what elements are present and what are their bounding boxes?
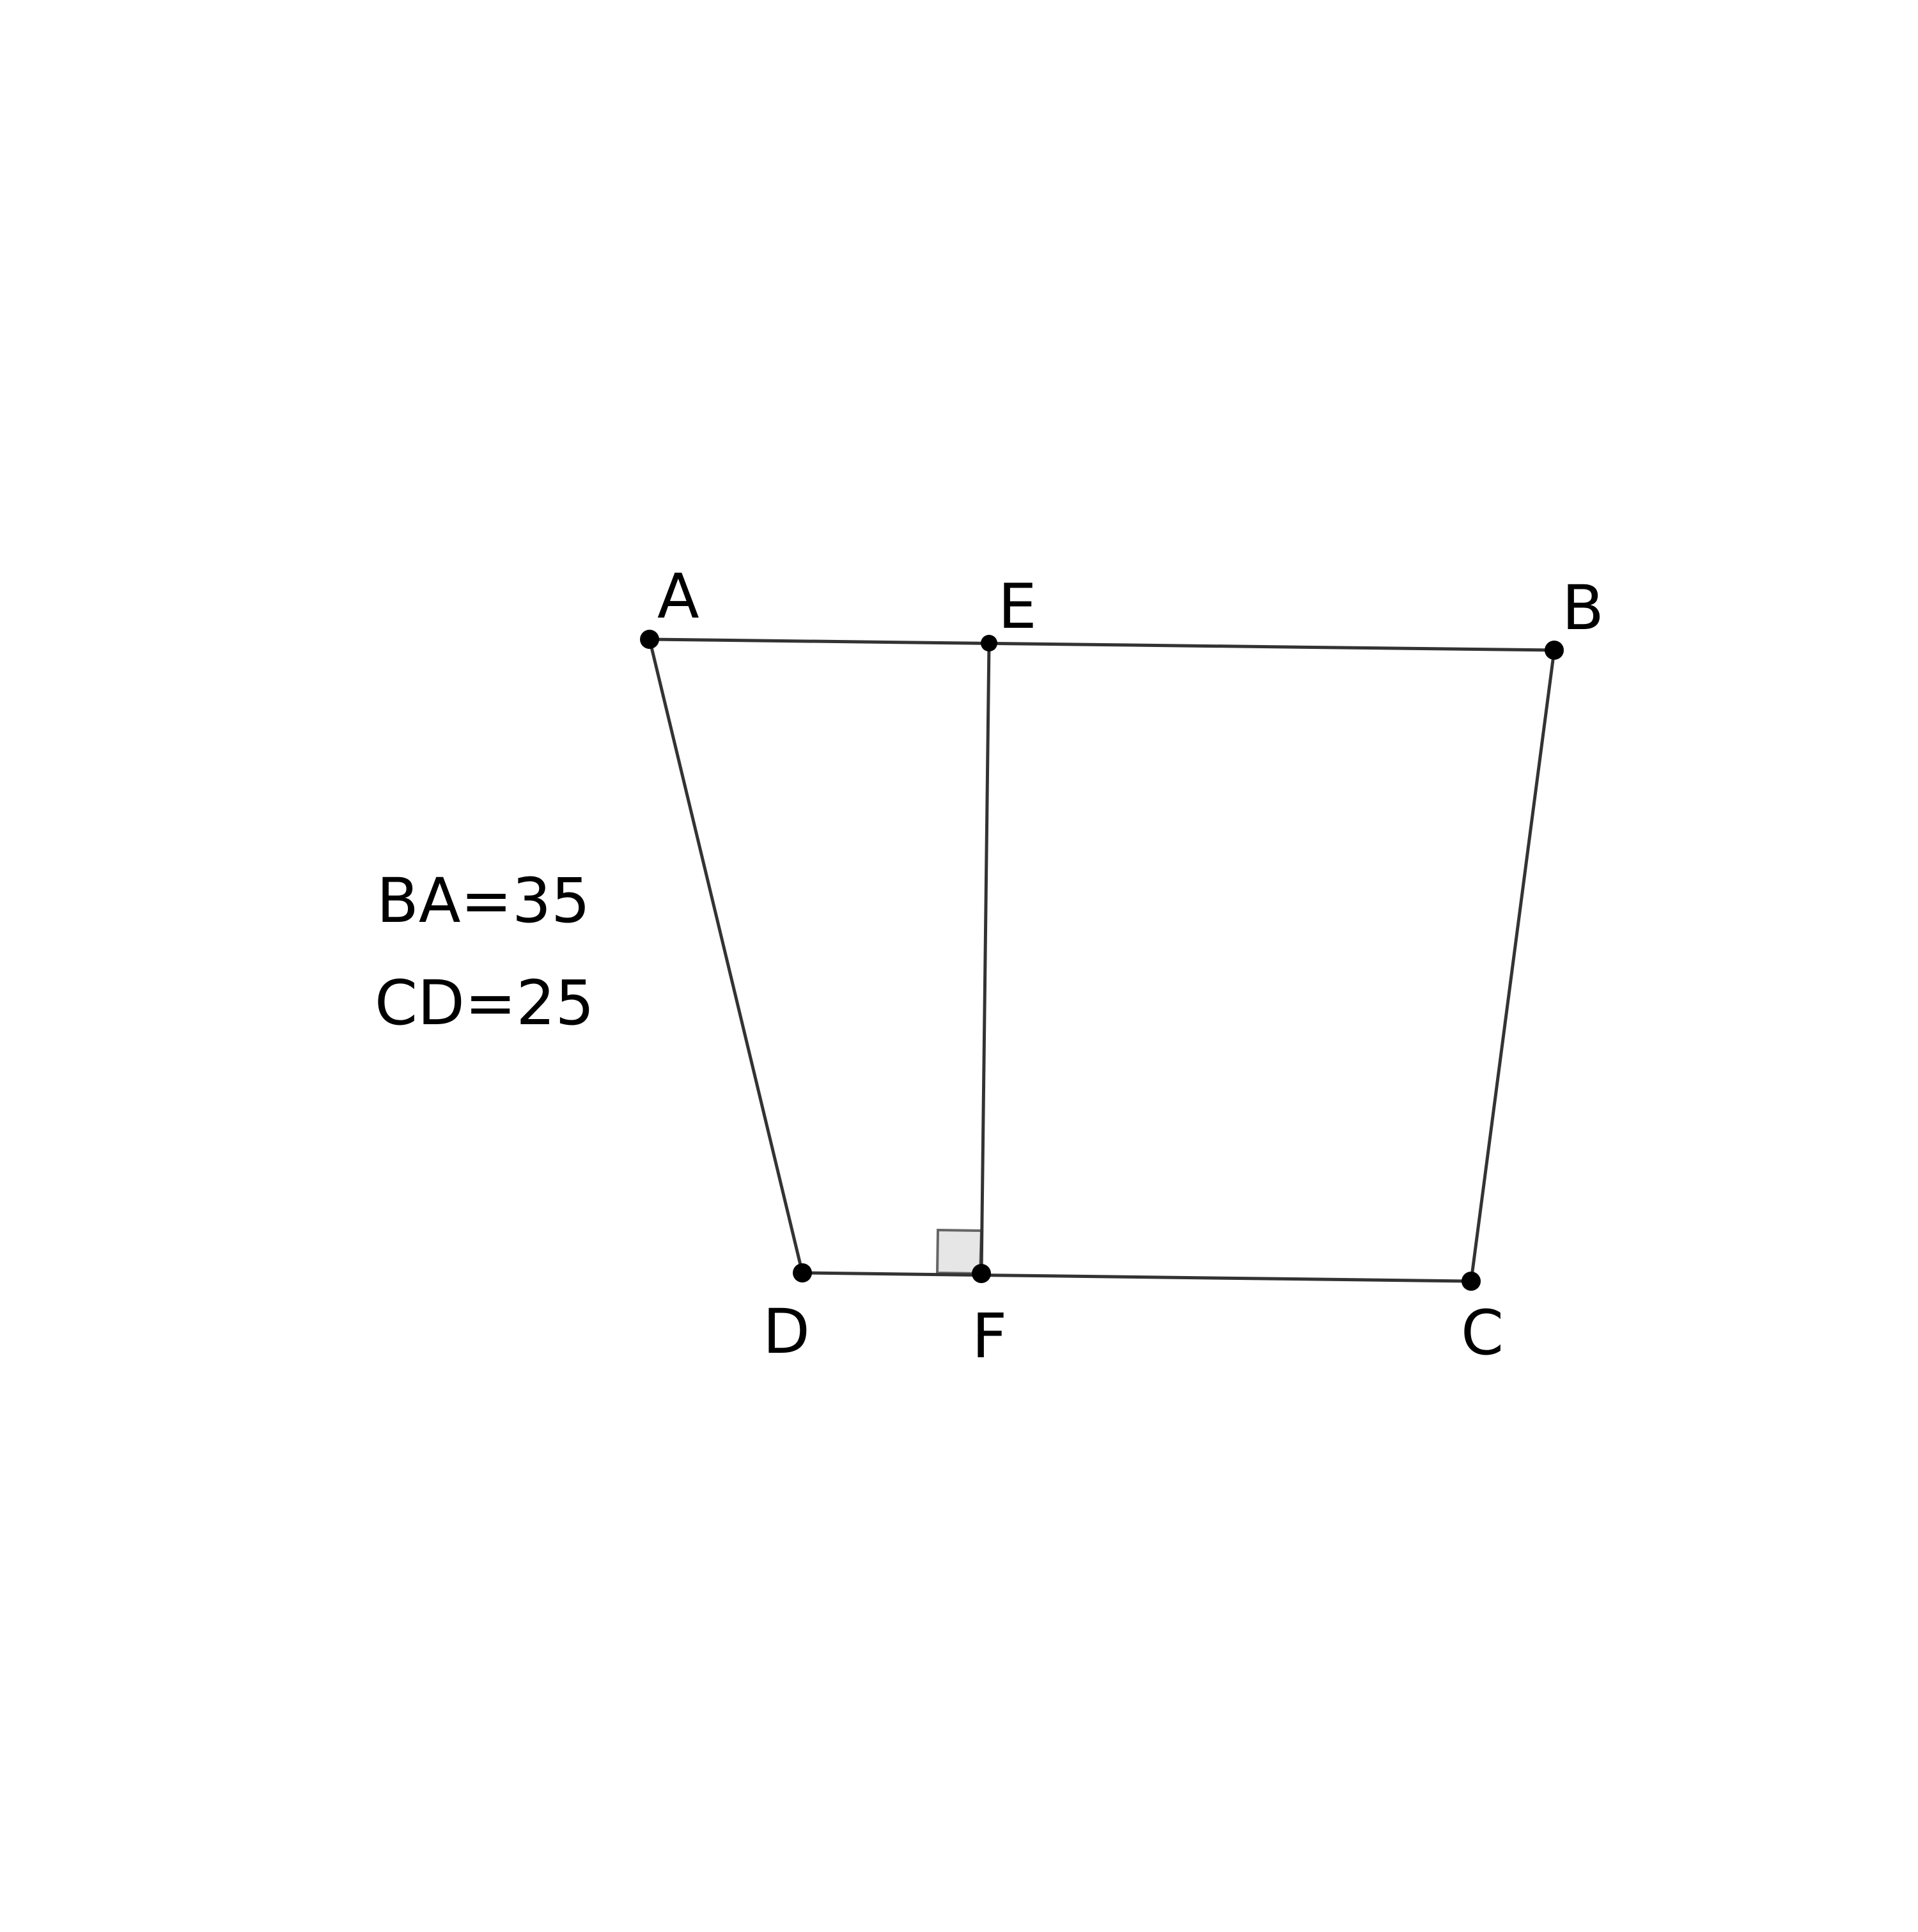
measurement-cd: CD=25 <box>375 967 595 1039</box>
measurement-ba: BA=35 <box>377 865 590 937</box>
point-d <box>793 1263 812 1282</box>
label-d: D <box>763 1296 810 1367</box>
point-b <box>1545 641 1564 660</box>
point-c <box>1462 1272 1481 1291</box>
label-b: B <box>1562 572 1604 644</box>
segment-ab <box>648 637 1556 652</box>
label-e: E <box>998 571 1037 643</box>
segment-cd <box>800 1271 1473 1283</box>
label-a: A <box>657 561 699 632</box>
segment-ef <box>979 641 991 1275</box>
label-c: C <box>1461 1297 1504 1369</box>
segment-da <box>648 637 804 1275</box>
point-e <box>981 635 997 651</box>
point-f <box>972 1264 991 1283</box>
segment-bc <box>1469 648 1556 1283</box>
point-a <box>640 630 659 649</box>
label-f: F <box>972 1300 1007 1372</box>
